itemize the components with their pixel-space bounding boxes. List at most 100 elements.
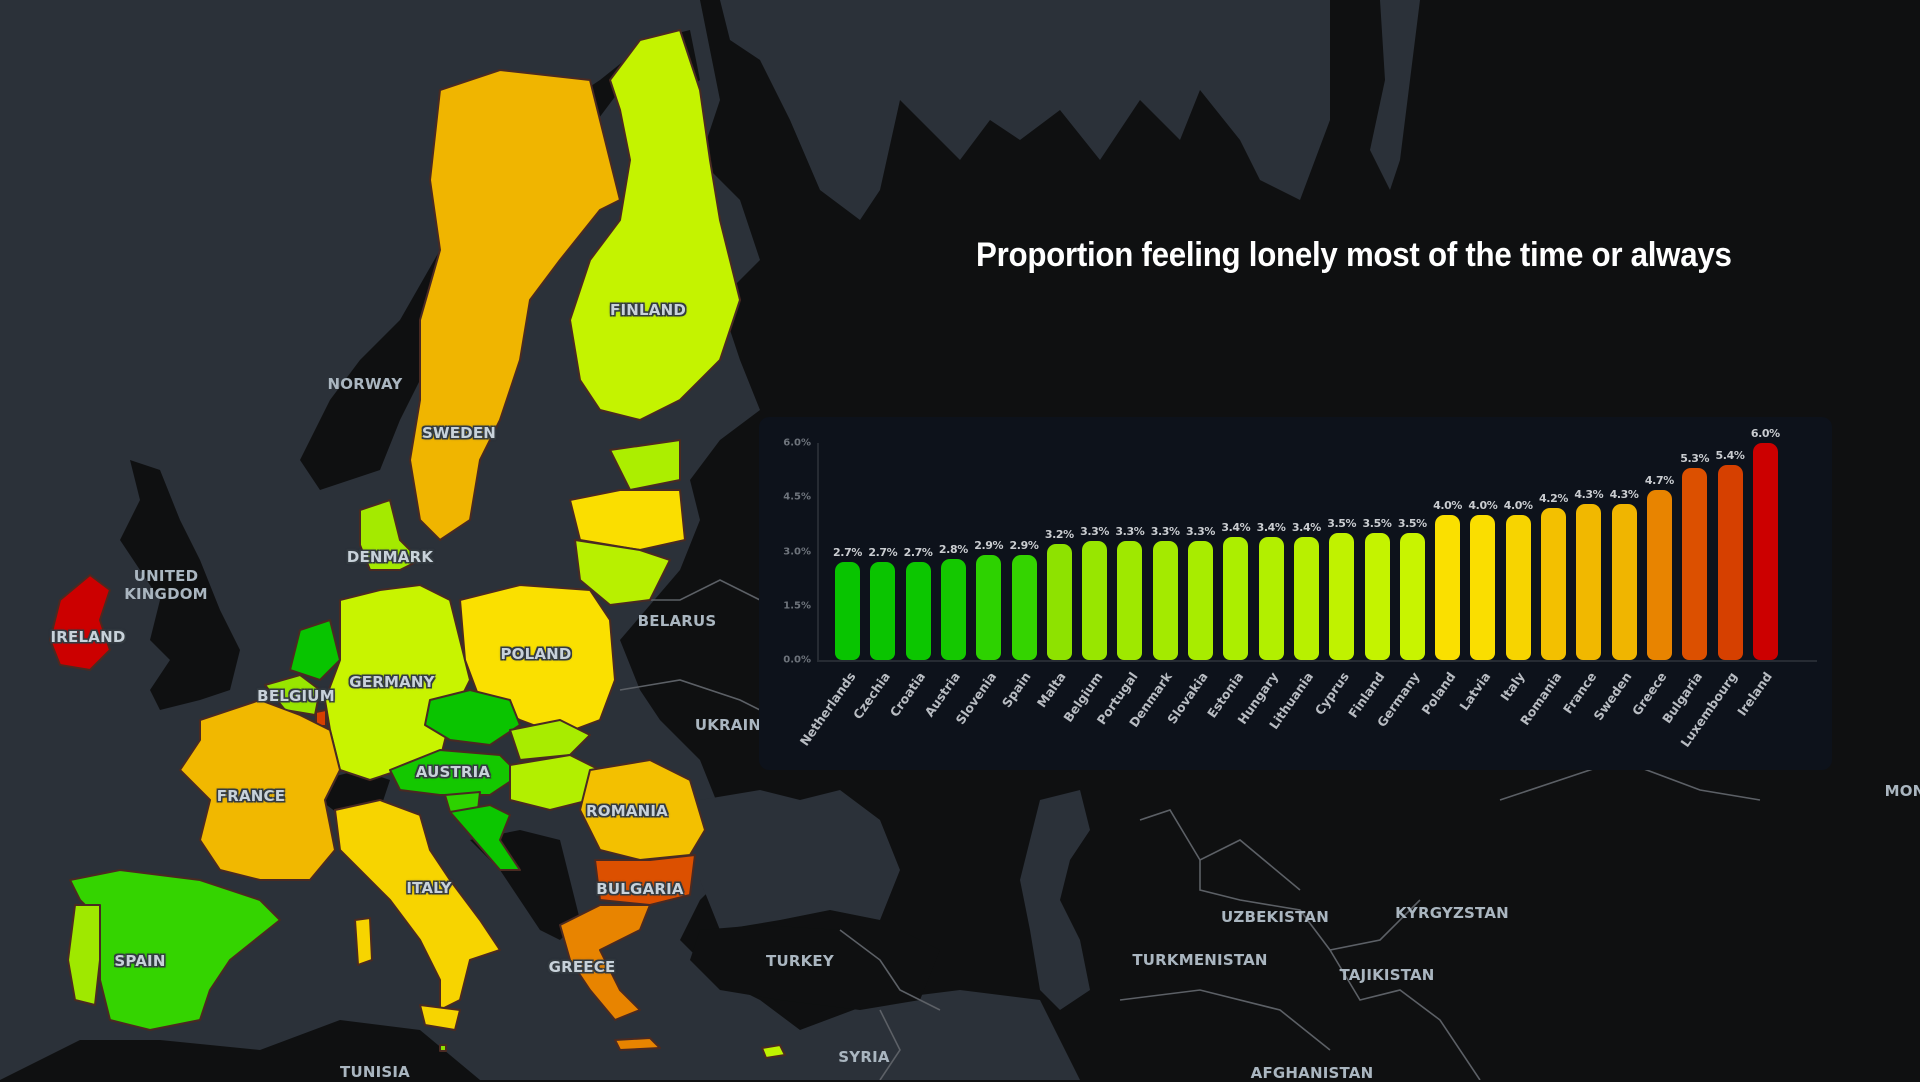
bar-romania[interactable] bbox=[1541, 508, 1566, 660]
country-crete bbox=[614, 1037, 661, 1051]
bar-cyprus[interactable] bbox=[1329, 533, 1355, 660]
y-tick-label: 3.0% bbox=[783, 546, 811, 557]
map-label-tunisia: TUNISIA bbox=[340, 1063, 410, 1081]
country-finland bbox=[569, 29, 741, 421]
bar-value-label: 4.2% bbox=[1539, 492, 1568, 506]
map-label-uk: UNITED KINGDOM bbox=[124, 567, 208, 603]
bar-slovakia[interactable] bbox=[1188, 540, 1213, 660]
bar-poland[interactable] bbox=[1435, 515, 1461, 660]
bar-greece[interactable] bbox=[1646, 490, 1672, 660]
bar-belgium[interactable] bbox=[1082, 540, 1108, 660]
bar-hungary[interactable] bbox=[1258, 537, 1284, 660]
map-label-turkmenistan: TURKMENISTAN bbox=[1132, 951, 1268, 969]
map-label-germany: GERMANY bbox=[349, 673, 435, 691]
country-greece bbox=[559, 904, 651, 1021]
bar-croatia[interactable] bbox=[905, 562, 931, 660]
map-label-norway: NORWAY bbox=[327, 375, 403, 393]
bar-denmark[interactable] bbox=[1152, 540, 1178, 660]
country-italy bbox=[334, 799, 501, 1011]
bar-lithuania[interactable] bbox=[1293, 537, 1319, 660]
bar-czechia[interactable] bbox=[870, 562, 896, 660]
country-malta bbox=[439, 1044, 447, 1052]
country-slovakia bbox=[509, 719, 591, 761]
bar-italy[interactable] bbox=[1505, 515, 1531, 660]
bar-value-label: 3.3% bbox=[1186, 524, 1215, 538]
x-tick-label: Malta bbox=[1034, 669, 1070, 711]
country-netherlands bbox=[289, 619, 341, 681]
bar-value-label: 3.4% bbox=[1221, 521, 1251, 535]
x-tick-label: Spain bbox=[998, 669, 1034, 711]
country-austria bbox=[389, 749, 521, 796]
bar-spain[interactable] bbox=[1011, 555, 1037, 660]
bar-value-label: 5.3% bbox=[1680, 452, 1710, 466]
map-label-italy: ITALY bbox=[406, 879, 452, 897]
bar-chart-panel: 0.0% 1.5% 3.0% 4.5% 6.0% 2.7% Netherlands 2.7%… bbox=[759, 417, 1832, 770]
x-tick-label: Poland bbox=[1418, 669, 1459, 718]
bar-value-label: 2.9% bbox=[1009, 539, 1039, 553]
country-ireland bbox=[49, 574, 111, 671]
country-cyprus bbox=[761, 1044, 786, 1059]
bar-france[interactable] bbox=[1576, 504, 1602, 660]
bar-value-label: 3.4% bbox=[1291, 521, 1321, 535]
bar-austria[interactable] bbox=[940, 558, 966, 660]
bar-value-label: 2.9% bbox=[974, 539, 1004, 553]
chart-title: Proportion feeling lonely most of the ti… bbox=[976, 236, 1732, 274]
bar-value-label: 3.2% bbox=[1044, 528, 1074, 542]
x-tick-label: Ireland bbox=[1734, 669, 1776, 719]
x-axis-line bbox=[817, 660, 1817, 662]
country-sardinia bbox=[354, 917, 373, 966]
country-denmark bbox=[359, 499, 421, 571]
y-tick-label: 1.5% bbox=[783, 600, 811, 612]
bar-portugal[interactable] bbox=[1117, 540, 1143, 660]
bar-luxembourg[interactable] bbox=[1717, 464, 1743, 660]
bar-malta[interactable] bbox=[1046, 544, 1072, 660]
y-tick-label: 0.0% bbox=[783, 654, 811, 666]
bar-value-label: 4.0% bbox=[1468, 499, 1498, 513]
map-label-greece: GREECE bbox=[548, 958, 616, 976]
y-tick-label: 6.0% bbox=[783, 437, 811, 449]
bar-value-label: 3.5% bbox=[1362, 517, 1392, 531]
country-sicily bbox=[419, 1004, 461, 1031]
bar-value-label: 4.3% bbox=[1574, 488, 1604, 502]
bar-finland[interactable] bbox=[1364, 533, 1390, 660]
bar-germany[interactable] bbox=[1399, 533, 1425, 660]
bar-value-label: 3.4% bbox=[1256, 521, 1286, 535]
bar-value-label: 4.0% bbox=[1503, 499, 1533, 513]
map-label-spain: SPAIN bbox=[114, 952, 166, 970]
map-label-kyrgyzstan: KYRGYZSTAN bbox=[1395, 904, 1509, 922]
bar-value-label: 2.8% bbox=[938, 542, 968, 556]
bar-sweden[interactable] bbox=[1611, 504, 1637, 660]
x-tick-label: Netherlands bbox=[796, 669, 859, 749]
map-label-ireland: IRELAND bbox=[50, 628, 126, 646]
y-tick-label: 4.5% bbox=[783, 491, 811, 503]
bar-value-label: 4.0% bbox=[1433, 499, 1463, 513]
map-label-tajikistan: TAJIKISTAN bbox=[1339, 966, 1435, 984]
bar-latvia[interactable] bbox=[1470, 515, 1496, 660]
bar-netherlands[interactable] bbox=[835, 562, 860, 660]
x-tick-label: Italy bbox=[1497, 669, 1528, 704]
map-label-uzbekistan: UZBEKISTAN bbox=[1221, 908, 1329, 926]
bar-value-label: 2.7% bbox=[903, 546, 933, 560]
country-lithuania bbox=[574, 539, 671, 606]
bar-value-label: 4.3% bbox=[1609, 488, 1639, 502]
bar-value-label: 3.5% bbox=[1397, 517, 1427, 531]
map-label-sweden: SWEDEN bbox=[421, 424, 497, 442]
map-label-france: FRANCE bbox=[216, 787, 286, 805]
map-label-afghanistan: AFGHANISTAN bbox=[1250, 1064, 1374, 1082]
map-label-belarus: BELARUS bbox=[637, 612, 717, 630]
x-tick-label: Latvia bbox=[1456, 669, 1494, 714]
country-france bbox=[179, 699, 341, 881]
bar-ireland[interactable] bbox=[1752, 443, 1778, 660]
bar-bulgaria[interactable] bbox=[1682, 468, 1708, 660]
country-estonia bbox=[609, 439, 681, 491]
eu-countries bbox=[49, 29, 786, 1059]
bar-slovenia[interactable] bbox=[976, 555, 1002, 660]
map-label-austria: AUSTRIA bbox=[415, 763, 491, 781]
bar-estonia[interactable] bbox=[1223, 537, 1249, 660]
bar-value-label: 6.0% bbox=[1750, 427, 1780, 440]
map-label-turkey: TURKEY bbox=[766, 952, 834, 970]
bar-value-label: 2.7% bbox=[868, 546, 898, 560]
bar-value-label: 3.3% bbox=[1150, 524, 1180, 538]
country-czechia bbox=[424, 689, 521, 746]
map-label-bulgaria: BULGARIA bbox=[596, 880, 684, 898]
